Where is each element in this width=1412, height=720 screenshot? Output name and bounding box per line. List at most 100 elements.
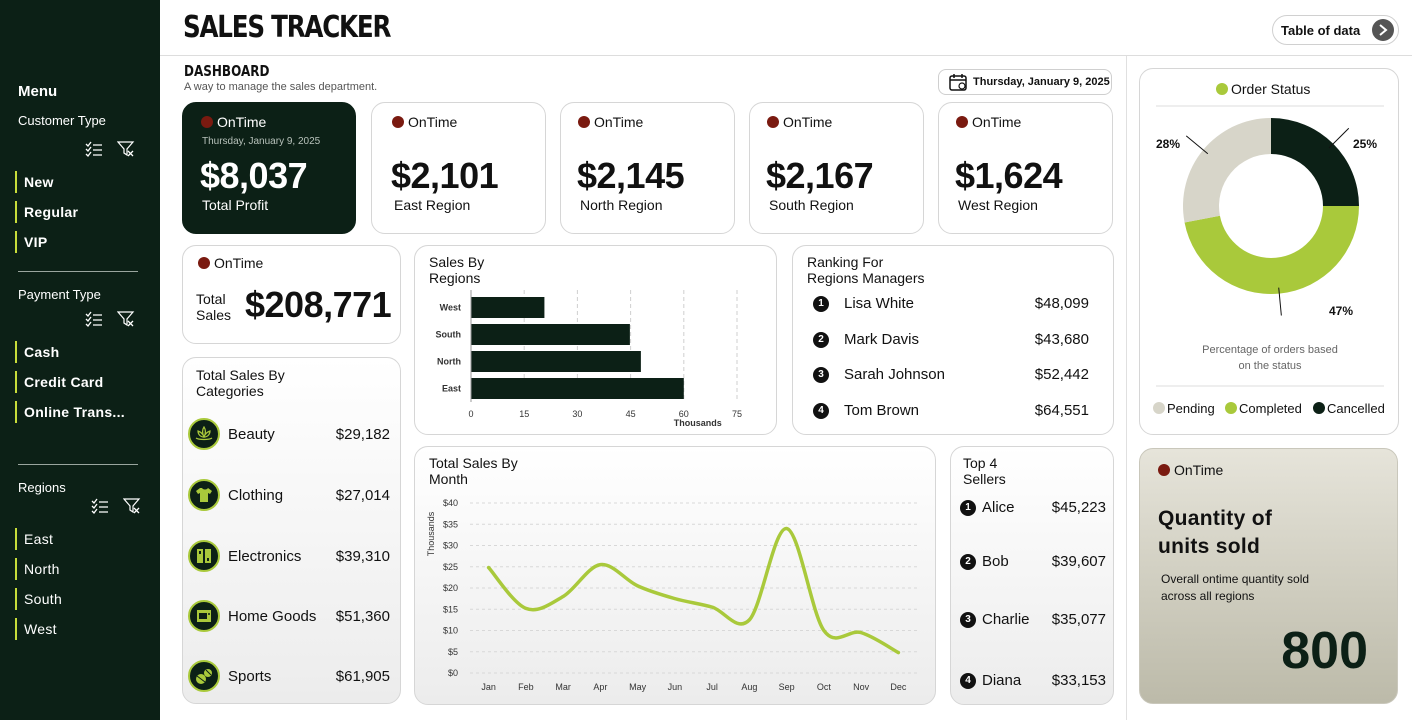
total-sales-card: OnTime Total Sales $208,771 [182,245,401,344]
multi-select-icon[interactable] [85,141,103,157]
quantity-desc-line2: across all regions [1161,589,1255,603]
order-status-dot-icon [1216,83,1228,95]
data-point-jan [487,566,491,570]
data-point-apr [598,563,602,567]
order-status-title: Order Status [1231,81,1310,97]
status-dot-icon [392,116,404,128]
slicer-customer-new[interactable]: New [15,171,54,193]
legend-label: Completed [1239,401,1302,416]
rank-badge: 1 [960,499,976,516]
category-value: $61,905 [335,667,390,685]
category-value: $29,182 [335,425,390,443]
top-sellers-card: Top 4 Sellers 1 Alice $45,223 2 Bob $39,… [950,446,1114,705]
dashboard-subtitle: A way to manage the sales department. [184,81,378,93]
header-divider [160,55,1412,56]
data-point-feb [524,606,528,610]
manager-name: Lisa White [844,295,915,312]
x-tick-label: Jun [668,682,683,692]
y-tick-label: $40 [443,498,458,508]
ranking-title-line2: Regions Managers [807,270,925,286]
slicer-region-south[interactable]: South [15,588,62,610]
app-title: SALES TRACKER [183,10,391,45]
sales-by-month-card: Total Sales By Month $0 $5 $10 $15 $20 $25 $30… [414,446,936,705]
sales-by-regions-card: Sales By Regions 0 15 30 45 60 75 West South Nor… [414,245,777,435]
slicer-region-north[interactable]: North [15,558,60,580]
sports-ball-icon [188,660,220,692]
total-sales-label: Total Sales [196,291,231,323]
status-dot-icon [578,116,590,128]
slicer-region-east[interactable]: East [15,528,53,550]
manager-name: Tom Brown [844,402,920,419]
x-tick-label: 15 [519,409,529,419]
ontime-label: OnTime [783,114,833,130]
clear-filter-icon[interactable] [117,141,135,157]
slicer-payment-credit-card[interactable]: Credit Card [15,371,104,393]
ontime-indicator: OnTime [578,114,643,130]
ontime-label: OnTime [594,114,644,130]
seller-sales: $33,153 [1051,672,1106,689]
calendar-icon [949,74,967,91]
x-tick-label: Jan [481,682,496,692]
status-dot-icon [956,116,968,128]
category-row: Clothing $27,014 [188,477,390,513]
categories-title-line2: Categories [196,383,264,399]
category-name: Electronics [228,547,302,565]
sales-by-regions-title: Sales By Regions [429,254,509,286]
north-region-label: North Region [580,197,663,213]
slicer-customer-regular[interactable]: Regular [15,201,78,223]
category-row: Sports $61,905 [188,658,390,694]
ontime-indicator: OnTime [767,114,832,130]
manager-name: Sarah Johnson [844,366,945,383]
seller-row: 4 Diana $33,153 [960,672,1106,689]
x-tick-label: Sep [779,682,795,692]
category-value: $51,360 [335,607,390,625]
rank-badge: 1 [813,295,829,312]
slicer-payment-online[interactable]: Online Trans... [15,401,125,423]
seller-row: 2 Bob $39,607 [960,553,1106,570]
legend-swatch [1225,402,1237,414]
ontime-indicator: OnTime [1158,462,1223,478]
top-sellers-title: Top 4 Sellers [963,455,1006,487]
category-name: Beauty [228,425,275,443]
payment-type-title: Payment Type [18,287,101,302]
total-profit-value: $8,037 [200,155,308,196]
table-of-data-button[interactable]: Table of data [1272,15,1399,45]
top-sellers-title-line2: Sellers [963,471,1006,487]
menu-title: Menu [18,83,58,100]
multi-select-icon[interactable] [91,498,109,514]
manager-sales: $64,551 [1034,402,1089,419]
x-tick-label: 30 [572,409,582,419]
ranking-title: Ranking For Regions Managers [807,254,925,286]
clear-filter-icon[interactable] [117,311,135,327]
leader-line [1185,135,1209,155]
slicer-customer-vip[interactable]: VIP [15,231,47,253]
clear-filter-icon[interactable] [123,498,141,514]
bar-west [471,297,545,318]
rank-badge: 3 [960,611,976,628]
slice-label: 25% [1353,137,1377,151]
sales-by-month-chart: $0 $5 $10 $15 $20 $25 $30 $35 $40 Thousands Jan Feb… [426,498,917,692]
seller-sales: $35,077 [1051,611,1106,628]
x-tick-label: Aug [741,682,757,692]
slicer-payment-cash[interactable]: Cash [15,341,59,363]
ontime-indicator: OnTime [392,114,457,130]
x-axis-label: Thousands [674,418,722,428]
top-sellers-title-line1: Top 4 [963,455,998,471]
category-value: $39,310 [335,547,390,565]
ontime-indicator: OnTime [201,114,266,130]
category-row: Electronics $39,310 [188,538,390,574]
x-tick-label: 60 [679,409,689,419]
multi-select-icon[interactable] [85,311,103,327]
lotus-icon [188,418,220,450]
category-row: Home Goods $51,360 [188,598,390,634]
east-region-label: East Region [394,197,471,213]
ranking-row: 2 Mark Davis $43,680 [813,331,1089,348]
slicer-region-west[interactable]: West [15,618,57,640]
y-tick-label: North [437,357,461,367]
data-point-aug [747,618,751,622]
rank-badge: 2 [960,553,976,570]
manager-name: Mark Davis [844,331,920,348]
y-tick-label: $20 [443,583,458,593]
east-region-card: OnTime $2,101 East Region [371,102,546,234]
manager-sales: $43,680 [1034,331,1089,348]
